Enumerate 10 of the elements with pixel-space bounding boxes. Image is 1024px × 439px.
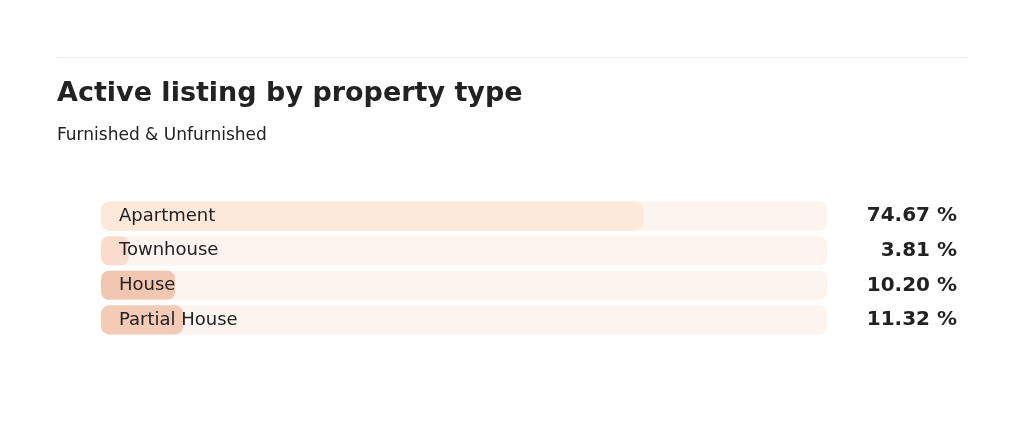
y-tick-label: House	[119, 272, 176, 294]
chart-subtitle: Furnished & Unfurnished	[57, 124, 267, 144]
y-tick-label: Partial House	[119, 307, 238, 329]
y-tick-label: Apartment	[119, 203, 216, 225]
data-label: 74.67 %	[866, 202, 957, 227]
data-label: 11.32 %	[866, 306, 957, 331]
chart-title: Active listing by property type	[57, 76, 523, 107]
data-label: 3.81 %	[880, 236, 957, 261]
y-tick-label: Townhouse	[118, 238, 219, 260]
data-label: 10.20 %	[866, 271, 957, 296]
